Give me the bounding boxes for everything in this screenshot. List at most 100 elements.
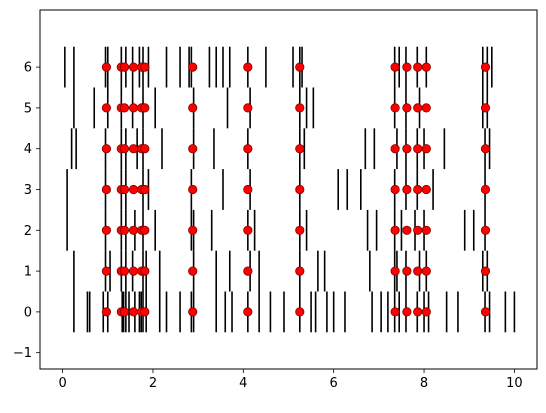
marker-point-row-5-5 <box>140 103 150 113</box>
marker-point-row-2-3 <box>128 225 139 235</box>
marker-point-row-3-10 <box>402 184 412 195</box>
marker-point-row-2-9 <box>390 225 400 235</box>
marker-point-row-2-13 <box>480 225 491 235</box>
marker-point-row-5-13 <box>480 103 491 113</box>
y-tick-label-3: 3 <box>24 183 32 198</box>
marker-point-row-0-0 <box>101 307 112 317</box>
marker-point-row-5-3 <box>128 103 139 113</box>
marker-point-row-6-9 <box>390 62 400 72</box>
marker-point-row-5-10 <box>402 103 412 113</box>
marker-point-row-1-6 <box>188 266 198 276</box>
marker-point-row-0-6 <box>188 307 198 317</box>
marker-point-row-3-8 <box>295 184 305 195</box>
marker-point-row-2-2 <box>119 225 130 235</box>
x-tick-label-10: 10 <box>506 376 523 391</box>
marker-point-row-2-8 <box>295 225 305 235</box>
marker-point-row-2-0 <box>101 225 112 235</box>
marker-point-row-5-0 <box>101 103 112 113</box>
marker-point-row-5-9 <box>390 103 400 113</box>
x-tick-label-0: 0 <box>58 376 66 391</box>
marker-point-row-4-6 <box>188 144 198 154</box>
marker-point-row-6-10 <box>402 62 412 72</box>
x-tick-label-8: 8 <box>420 376 428 391</box>
y-tick-label--1: −1 <box>13 346 32 361</box>
y-tick-label-0: 0 <box>24 305 32 320</box>
marker-point-row-4-5 <box>140 144 150 154</box>
marker-point-row-5-12 <box>421 103 431 113</box>
marker-point-row-6-8 <box>295 62 305 72</box>
marker-point-row-4-13 <box>480 144 491 154</box>
marker-point-row-3-6 <box>188 184 198 195</box>
marker-point-row-6-13 <box>480 62 491 72</box>
marker-point-row-1-2 <box>119 266 130 276</box>
marker-point-row-4-10 <box>402 144 412 154</box>
marker-point-row-2-11 <box>413 225 423 235</box>
y-axis: −1 0 1 2 3 4 5 6 <box>13 61 40 361</box>
marker-point-row-1-9 <box>390 266 400 276</box>
y-tick-label-6: 6 <box>24 61 32 76</box>
marker-point-row-6-5 <box>140 62 150 72</box>
marker-point-row-3-12 <box>421 184 431 195</box>
marker-point-row-2-5 <box>140 225 150 235</box>
marker-point-row-4-11 <box>413 144 423 154</box>
marker-point-row-6-12 <box>421 62 431 72</box>
marker-point-row-5-8 <box>295 103 305 113</box>
marker-point-row-0-9 <box>390 307 400 317</box>
marker-point-row-6-6 <box>188 62 198 72</box>
marker-point-row-4-9 <box>390 144 400 154</box>
y-tick-label-2: 2 <box>24 224 32 239</box>
marker-point-row-4-12 <box>421 144 431 154</box>
marker-point-row-4-3 <box>128 144 139 154</box>
marker-point-row-5-6 <box>188 103 198 113</box>
marker-point-row-4-7 <box>243 144 253 154</box>
marker-point-row-3-5 <box>140 184 150 195</box>
marker-point-row-2-6 <box>188 225 198 235</box>
marker-point-row-4-8 <box>295 144 305 154</box>
marker-point-row-3-2 <box>119 184 130 195</box>
marker-point-row-1-11 <box>413 266 423 276</box>
marker-point-row-6-7 <box>243 62 253 72</box>
marker-point-row-1-5 <box>140 266 150 276</box>
marker-point-row-0-7 <box>243 307 253 317</box>
x-tick-label-2: 2 <box>149 376 157 391</box>
marker-point-row-0-5 <box>140 307 150 317</box>
marker-point-row-6-3 <box>128 62 139 72</box>
x-tick-label-4: 4 <box>239 376 247 391</box>
marker-point-row-0-10 <box>402 307 412 317</box>
y-tick-label-5: 5 <box>24 101 32 116</box>
marker-point-row-0-2 <box>119 307 130 317</box>
marker-point-row-1-10 <box>402 266 412 276</box>
marker-point-row-3-3 <box>128 184 139 195</box>
scatter-markers <box>101 62 491 317</box>
marker-point-row-1-0 <box>101 266 112 276</box>
marker-point-row-1-7 <box>243 266 253 276</box>
marker-point-row-3-7 <box>243 184 253 195</box>
y-tick-label-1: 1 <box>24 265 32 280</box>
marker-point-row-5-2 <box>119 103 130 113</box>
marker-point-row-1-3 <box>128 266 139 276</box>
marker-point-row-4-2 <box>119 144 130 154</box>
marker-point-row-6-0 <box>101 62 112 72</box>
marker-point-row-4-0 <box>101 144 112 154</box>
marker-point-row-5-11 <box>413 103 423 113</box>
marker-point-row-0-11 <box>413 307 423 317</box>
y-tick-label-4: 4 <box>24 142 32 157</box>
marker-point-row-1-12 <box>421 266 431 276</box>
marker-point-row-5-7 <box>243 103 253 113</box>
x-axis: 0 2 4 6 8 10 <box>58 369 523 391</box>
marker-point-row-0-12 <box>421 307 431 317</box>
marker-point-row-0-8 <box>295 307 305 317</box>
marker-point-row-3-0 <box>101 184 112 195</box>
marker-point-row-3-11 <box>413 184 423 195</box>
marker-point-row-3-9 <box>390 184 400 195</box>
marker-point-row-1-8 <box>295 266 305 276</box>
marker-point-row-2-10 <box>402 225 412 235</box>
marker-point-row-6-2 <box>119 62 130 72</box>
marker-point-row-2-7 <box>243 225 253 235</box>
x-tick-label-6: 6 <box>330 376 338 391</box>
marker-point-row-0-13 <box>480 307 491 317</box>
marker-point-row-6-11 <box>413 62 423 72</box>
marker-point-row-3-13 <box>480 184 491 195</box>
